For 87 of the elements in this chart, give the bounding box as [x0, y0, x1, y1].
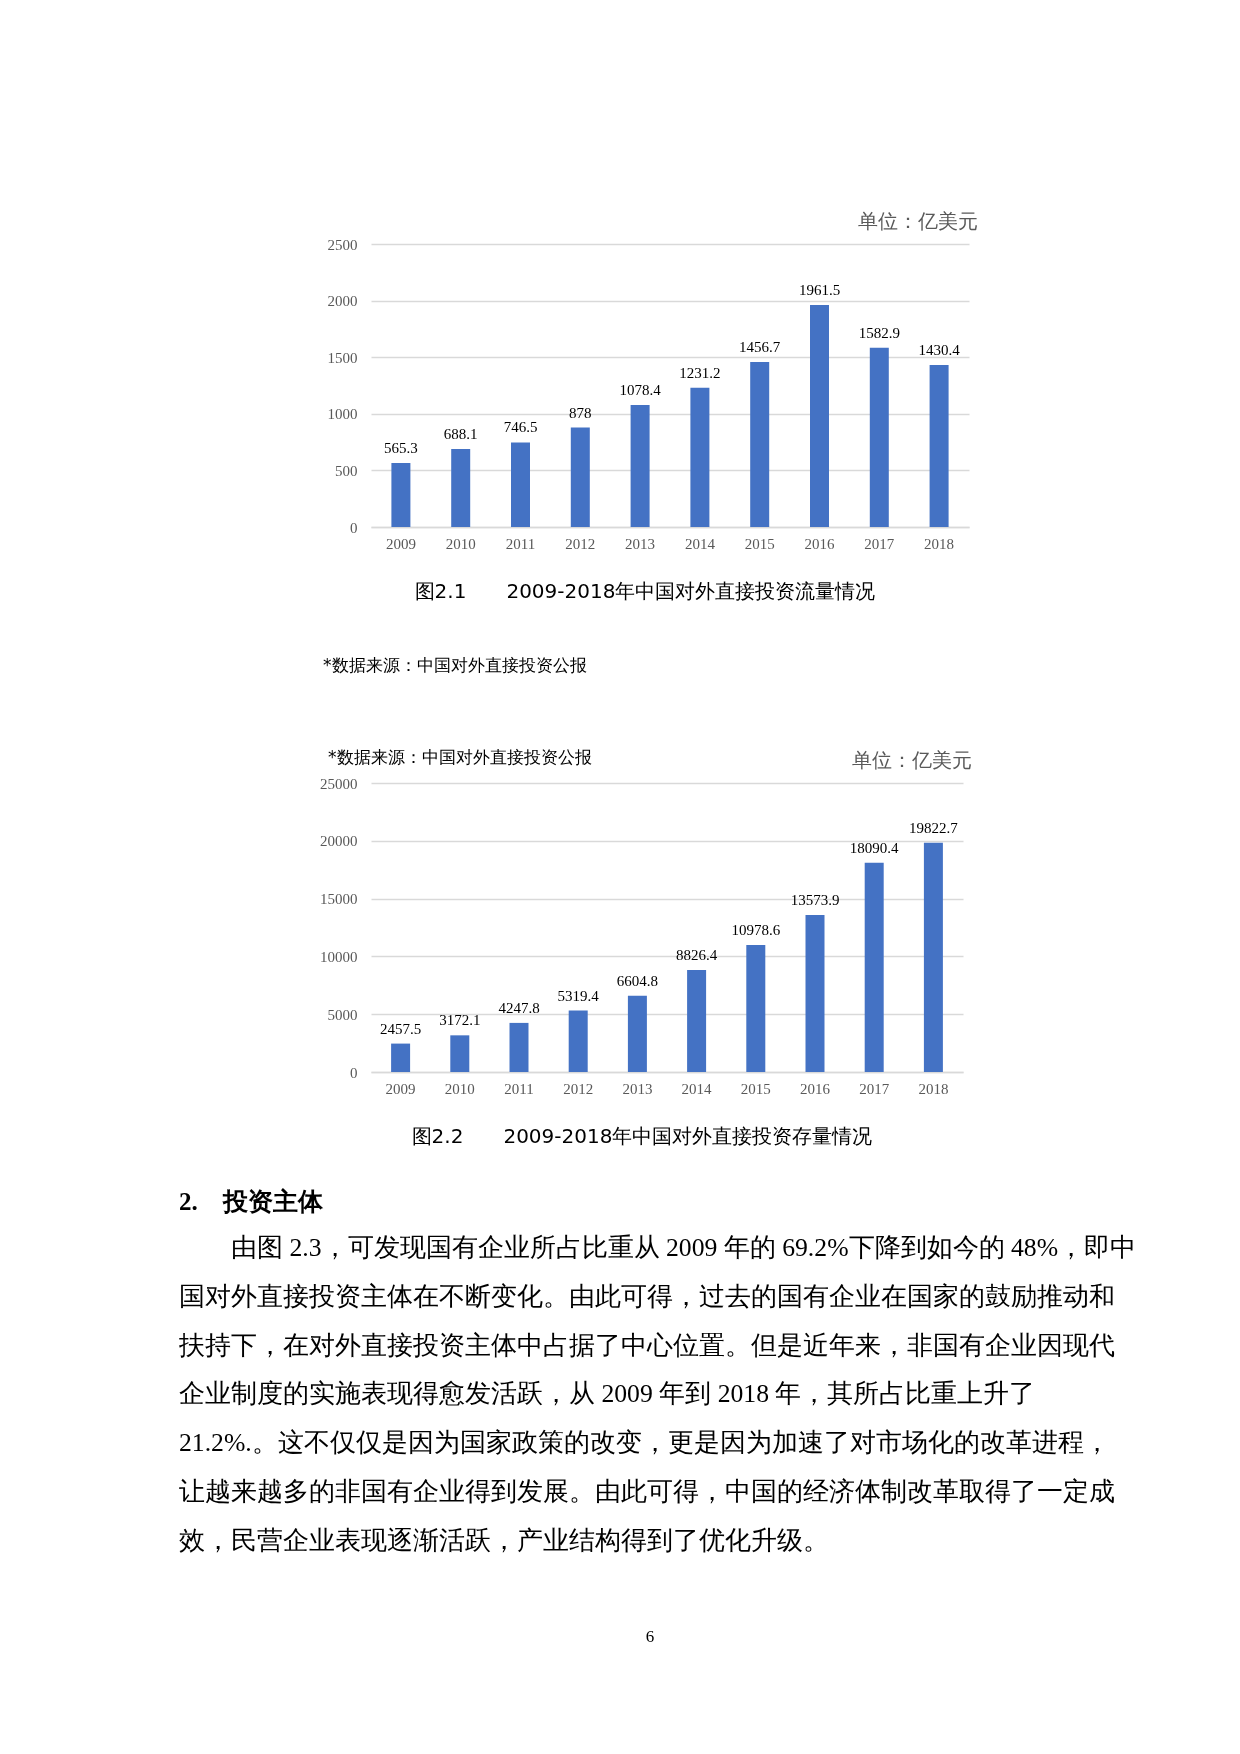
text: 2. 投资主体 [179, 1188, 324, 1215]
data-label: 565.3 [384, 440, 418, 457]
bar [630, 404, 650, 527]
data-label: 1456.7 [739, 339, 781, 356]
data-label: 10978.6 [731, 922, 781, 939]
data-label: 4247.8 [498, 999, 540, 1016]
text: 效，民营企业表现逐渐活跃，产业结构得到了优化升级。 [179, 1525, 829, 1555]
text: 国对外直接投资主体在不断变化。由此可得，过去的国有企业在国家的鼓励推动和 [179, 1281, 1115, 1311]
data-label: 6604.8 [616, 972, 659, 989]
data-label: 1430.4 [918, 342, 961, 359]
text: 企业制度的实施表现得愈发活跃，从 2009 年到 2018 年，其所占比重上升了 [179, 1379, 1036, 1409]
text: 扶持下，在对外直接投资主体中占据了中心位置。但是近年来，非国有企业因现代 [178, 1330, 1115, 1360]
x-tick-label: 2010 [444, 1080, 475, 1097]
bar [391, 1043, 411, 1072]
y-tick-label: 20000 [320, 833, 358, 850]
y-axis-title: 单位：亿美元 [851, 748, 972, 771]
data-label: 18090.4 [849, 839, 900, 856]
x-tick-label: 2015 [744, 535, 775, 552]
x-tick-label: 2011 [504, 1080, 534, 1097]
x-tick-label: 2017 [864, 535, 895, 552]
x-tick-label: 2018 [924, 535, 955, 552]
x-tick-label: 2018 [918, 1080, 949, 1097]
bar [627, 995, 647, 1072]
data-label: 8826.4 [675, 946, 718, 963]
bar [690, 387, 710, 527]
x-tick-label: 2017 [859, 1080, 890, 1097]
bar [923, 842, 943, 1072]
bar [451, 449, 471, 527]
x-tick-label: 2012 [563, 1080, 594, 1097]
x-tick-label: 2011 [505, 535, 536, 552]
y-tick-label: 1500 [327, 349, 358, 366]
y-tick-label: 1000 [327, 406, 358, 423]
y-tick-label: 0 [350, 1064, 358, 1081]
text: 图2.2 2009-2018年中国对外直接投资存量情况 [411, 1124, 873, 1148]
data-label: 878 [569, 404, 592, 421]
text: 21.2%.。这不仅仅是因为国家政策的改变，更是因为加速了对市场化的改革进程， [179, 1428, 1110, 1458]
bar [450, 1035, 470, 1072]
bar [511, 442, 530, 527]
x-tick-label: 2016 [800, 1080, 831, 1097]
x-tick-label: 2010 [445, 535, 476, 552]
bar [929, 365, 949, 527]
y-tick-label: 500 [335, 462, 358, 479]
y-tick-label: 10000 [320, 948, 358, 965]
y-tick-label: 15000 [320, 891, 358, 908]
y-tick-label: 2500 [327, 236, 358, 253]
text: *数据来源：中国对外直接投资公报 [323, 655, 587, 675]
bar [391, 463, 411, 527]
bar [810, 304, 829, 527]
data-label: 13573.9 [790, 892, 840, 909]
x-tick-label: 2015 [740, 1080, 771, 1097]
data-label: 1582.9 [858, 324, 900, 341]
x-tick-label: 2012 [565, 535, 596, 552]
x-tick-label: 2014 [681, 1080, 713, 1097]
data-label: 5319.4 [557, 987, 600, 1004]
y-tick-label: 2000 [327, 293, 358, 310]
data-label: 19822.7 [909, 819, 959, 836]
text: 让越来越多的非国有企业得到发展。由此可得，中国的经济体制改革取得了一定成 [179, 1477, 1115, 1506]
x-tick-label: 2014 [684, 535, 716, 552]
data-label: 3172.1 [439, 1012, 481, 1029]
bar [509, 1022, 529, 1072]
bar [869, 347, 889, 527]
x-tick-label: 2013 [622, 1080, 653, 1097]
y-tick-label: 5000 [327, 1006, 358, 1023]
data-label: 688.1 [443, 426, 478, 443]
bar [746, 945, 766, 1072]
text: 图2.1 2009-2018年中国对外直接投资流量情况 [414, 579, 876, 603]
x-tick-label: 2009 [385, 1080, 416, 1097]
y-axis-title: 单位：亿美元 [857, 209, 978, 232]
x-tick-label: 2009 [385, 535, 416, 552]
x-tick-label: 2016 [804, 535, 835, 552]
bar [568, 1010, 588, 1072]
text: *数据来源：中国对外直接投资公报 [328, 747, 592, 767]
bar [805, 915, 825, 1072]
text: 由图 2.3，可发现国有企业所占比重从 2009 年的 69.2%下降到如今的 48%，即中 [231, 1233, 1137, 1262]
bar [570, 427, 590, 527]
y-tick-label: 0 [350, 519, 358, 536]
text: 6 [645, 1627, 655, 1646]
bar [750, 362, 770, 527]
bar [687, 969, 707, 1072]
data-label: 746.5 [503, 419, 538, 436]
data-label: 1078.4 [619, 381, 662, 398]
x-tick-label: 2013 [625, 535, 656, 552]
data-label: 2457.5 [379, 1020, 422, 1037]
bar [864, 862, 884, 1072]
data-label: 1961.5 [798, 281, 841, 298]
data-label: 1231.2 [679, 364, 721, 381]
y-tick-label: 25000 [320, 775, 358, 792]
